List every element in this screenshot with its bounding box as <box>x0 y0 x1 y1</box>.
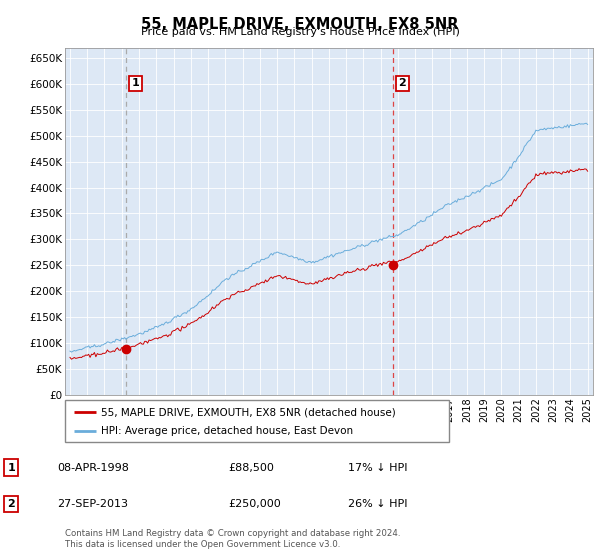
Text: 55, MAPLE DRIVE, EXMOUTH, EX8 5NR (detached house): 55, MAPLE DRIVE, EXMOUTH, EX8 5NR (detac… <box>101 407 396 417</box>
Text: 1: 1 <box>7 463 15 473</box>
Text: 55, MAPLE DRIVE, EXMOUTH, EX8 5NR: 55, MAPLE DRIVE, EXMOUTH, EX8 5NR <box>141 17 459 32</box>
Text: Contains HM Land Registry data © Crown copyright and database right 2024.
This d: Contains HM Land Registry data © Crown c… <box>65 529 400 549</box>
Text: £250,000: £250,000 <box>228 499 281 509</box>
Text: Price paid vs. HM Land Registry's House Price Index (HPI): Price paid vs. HM Land Registry's House … <box>140 27 460 37</box>
Text: £88,500: £88,500 <box>228 463 274 473</box>
Text: HPI: Average price, detached house, East Devon: HPI: Average price, detached house, East… <box>101 426 353 436</box>
Text: 2: 2 <box>7 499 15 509</box>
Text: 1: 1 <box>131 78 139 88</box>
Text: 08-APR-1998: 08-APR-1998 <box>57 463 129 473</box>
Text: 27-SEP-2013: 27-SEP-2013 <box>57 499 128 509</box>
Text: 2: 2 <box>398 78 406 88</box>
Text: 26% ↓ HPI: 26% ↓ HPI <box>348 499 407 509</box>
Text: 17% ↓ HPI: 17% ↓ HPI <box>348 463 407 473</box>
